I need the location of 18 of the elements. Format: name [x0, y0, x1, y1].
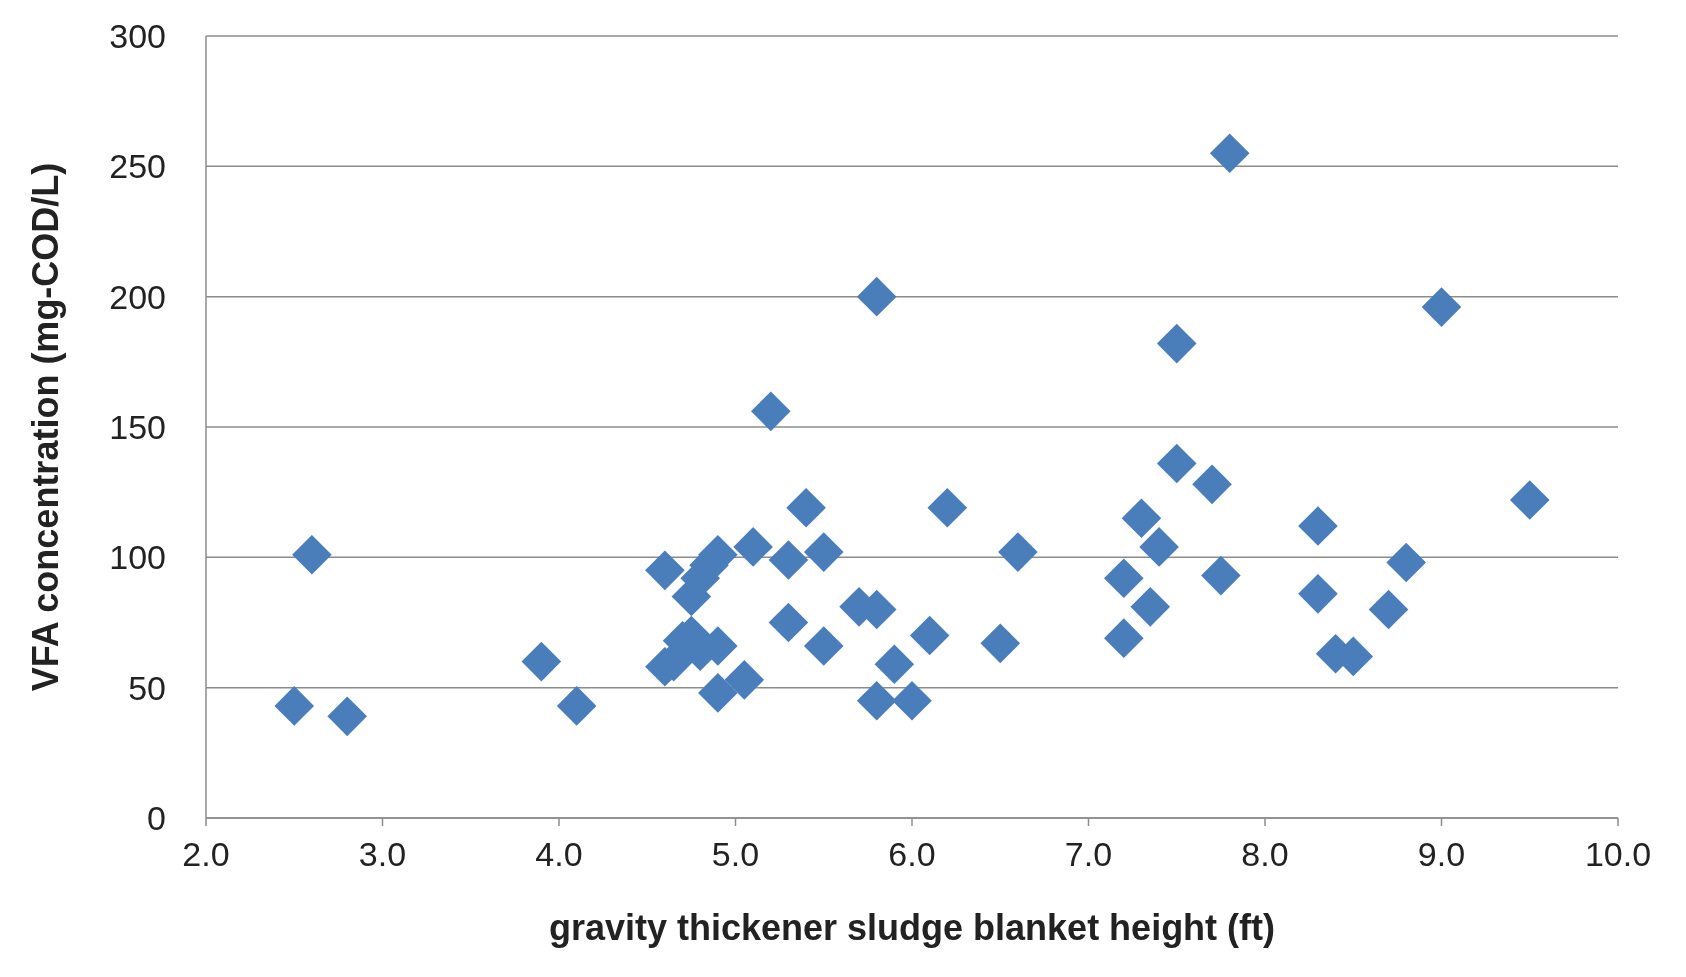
x-tick-label: 7.0 — [1064, 835, 1113, 873]
y-axis-title: VFA concentration (mg-COD/L) — [25, 162, 66, 692]
y-tick-label: 200 — [109, 277, 166, 316]
y-tick-label: 150 — [109, 408, 166, 446]
x-tick-label: 6.0 — [888, 835, 936, 873]
y-tick-label: 300 — [109, 17, 166, 55]
x-tick-label: 8.0 — [1241, 835, 1289, 873]
x-tick-label: 3.0 — [358, 835, 407, 873]
x-tick-label: 4.0 — [535, 835, 583, 873]
y-tick-label: 100 — [109, 538, 166, 577]
y-tick-label: 50 — [128, 668, 166, 707]
x-axis-title: gravity thickener sludge blanket height (ft) — [548, 907, 1276, 948]
y-tick-label: 250 — [109, 147, 166, 186]
x-tick-label: 9.0 — [1417, 835, 1466, 873]
x-tick-label: 2.0 — [182, 835, 230, 873]
x-tick-label: 5.0 — [711, 835, 760, 873]
y-tick-label: 0 — [147, 799, 166, 837]
x-tick-label: 10.0 — [1584, 835, 1652, 873]
